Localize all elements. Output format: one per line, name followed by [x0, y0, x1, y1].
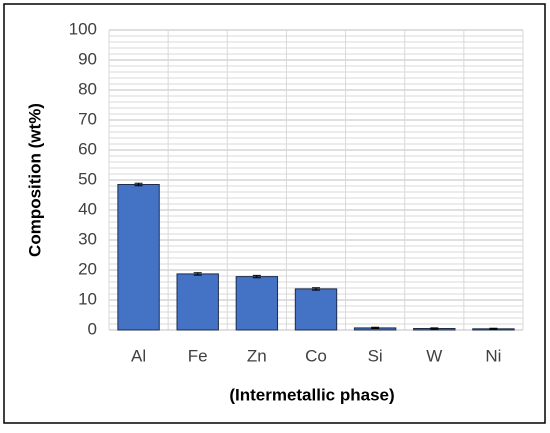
y-axis-label: Composition (wt%)	[25, 103, 44, 257]
y-tick-label: 30	[78, 229, 97, 248]
x-tick-label: Zn	[247, 346, 267, 365]
error-bar	[252, 274, 261, 279]
x-tick-label: Fe	[188, 346, 208, 365]
y-tick-label: 90	[78, 49, 97, 68]
x-tick-label: Al	[131, 346, 146, 365]
y-tick-label: 50	[78, 169, 97, 188]
x-tick-label: Si	[368, 346, 383, 365]
error-bar	[193, 272, 202, 276]
error-bar	[489, 327, 498, 330]
bar	[176, 273, 219, 331]
x-tick-label: Co	[305, 346, 327, 365]
x-tick-label: Ni	[485, 346, 501, 365]
y-tick-label: 20	[78, 259, 97, 278]
y-tick-label: 80	[78, 79, 97, 98]
y-tick-label: 0	[88, 319, 97, 338]
y-tick-label: 60	[78, 139, 97, 158]
x-axis-label: (Intermetallic phase)	[229, 385, 394, 404]
error-bar	[371, 326, 380, 329]
bar	[235, 276, 279, 331]
y-tick-label: 40	[78, 199, 97, 218]
y-tick-label: 100	[69, 19, 97, 38]
bar	[117, 184, 160, 331]
y-tick-label: 10	[78, 289, 97, 308]
error-bar	[430, 327, 439, 330]
bar	[294, 288, 338, 331]
x-tick-label: W	[426, 346, 442, 365]
y-tick-label: 70	[78, 109, 97, 128]
error-bar	[134, 182, 143, 187]
chart-border	[3, 3, 546, 424]
error-bar	[312, 287, 320, 291]
